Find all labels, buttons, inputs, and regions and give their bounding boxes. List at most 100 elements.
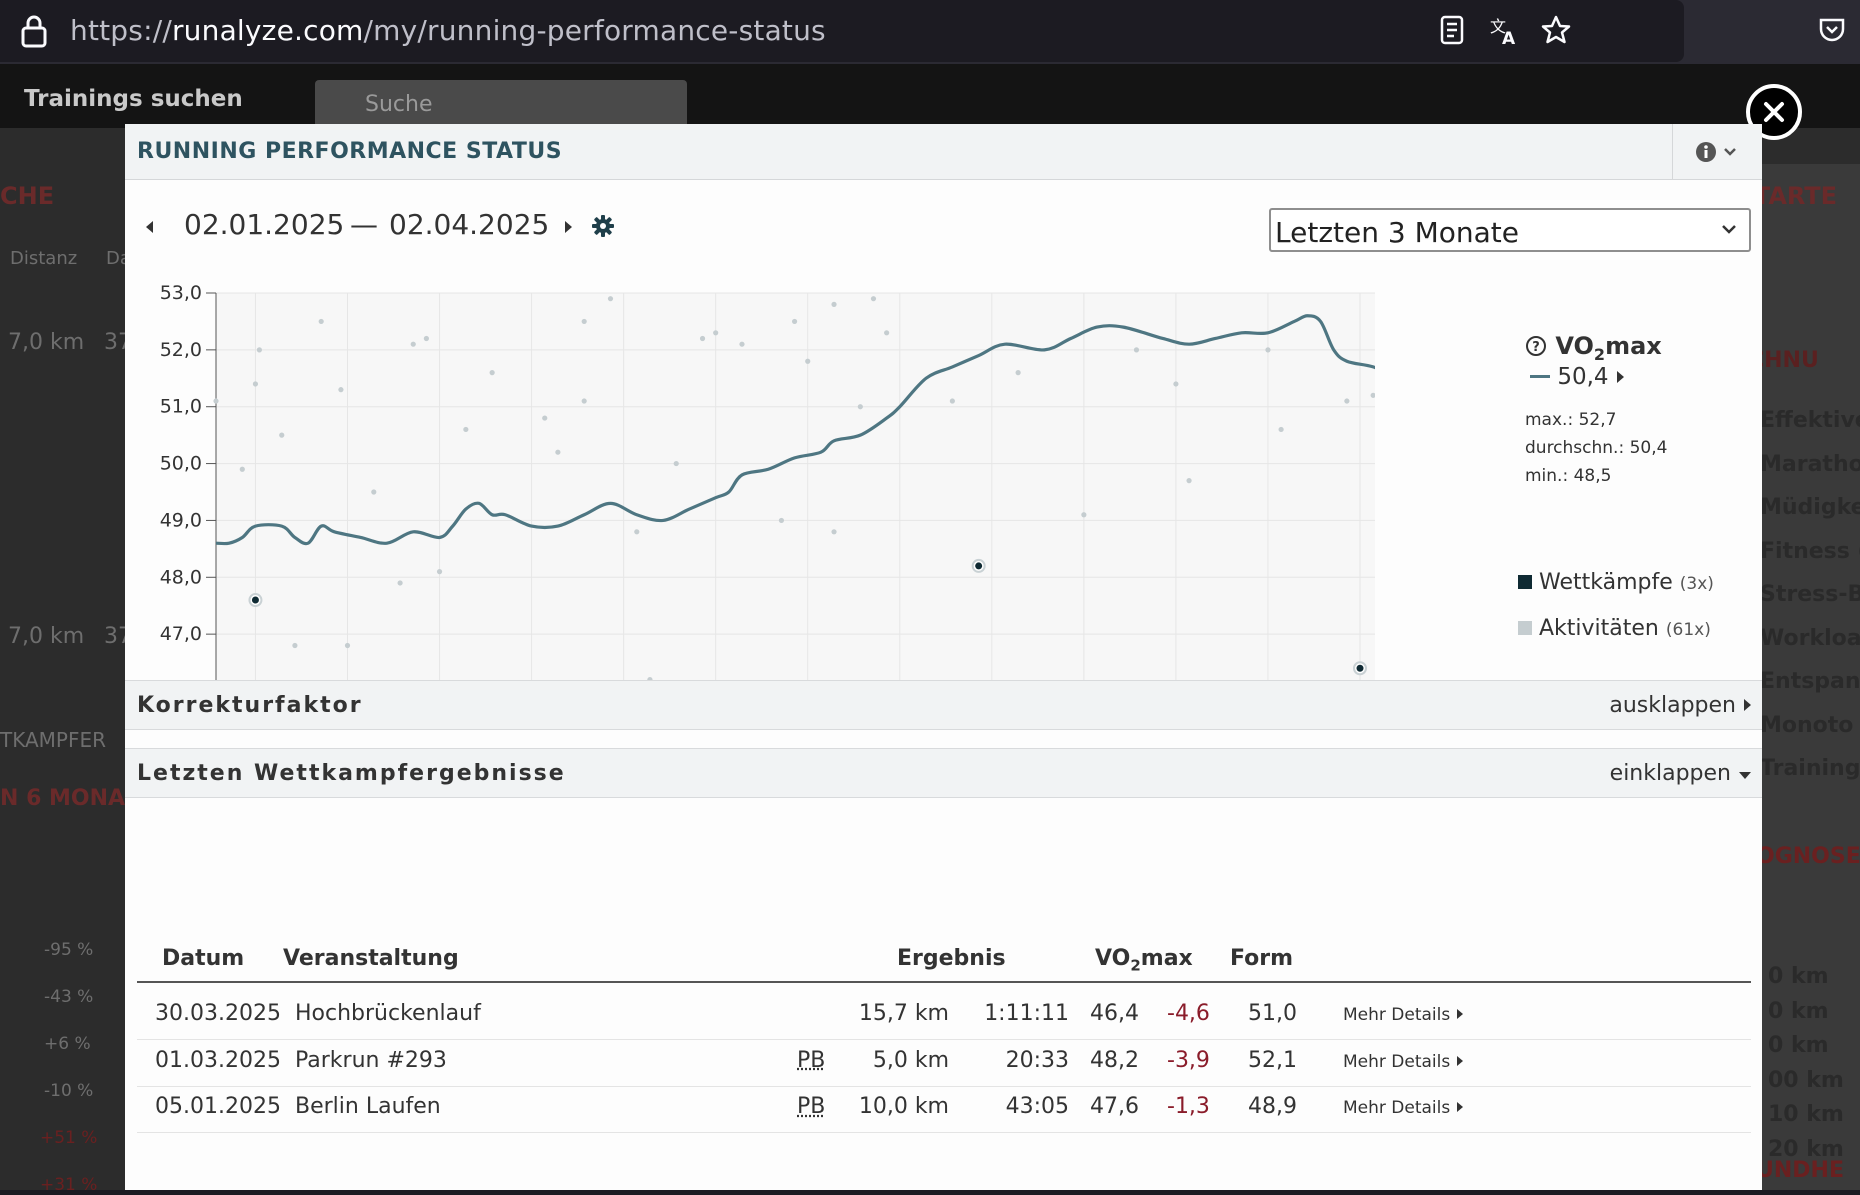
bg-right-km-item: 0 km (1768, 1033, 1829, 1058)
activity-point[interactable] (884, 330, 890, 336)
info-dropdown-button[interactable] (1672, 124, 1762, 179)
address-bar[interactable]: https://runalyze.com/my/running-performa… (0, 0, 1684, 62)
activity-point[interactable] (1133, 347, 1140, 353)
pocket-icon[interactable] (1816, 14, 1848, 46)
svg-text:?: ? (1532, 340, 1540, 355)
vo2max-chart[interactable]: 46,047,048,049,050,051,052,053,0Jan 05Ja… (145, 274, 1375, 754)
bookmark-star-icon[interactable] (1540, 14, 1572, 46)
help-icon[interactable]: ? (1525, 335, 1547, 357)
table-row[interactable]: 05.01.2025 Berlin Laufen PB 10,0 km 43:05 47,… (137, 1086, 1751, 1133)
bg-right-list-item: Maratho (1760, 451, 1860, 477)
url-text[interactable]: https://runalyze.com/my/running-performa… (70, 14, 826, 47)
settings-gear-icon[interactable] (591, 214, 615, 238)
more-details-link[interactable]: Mehr Details (1343, 1098, 1464, 1118)
lock-icon[interactable] (20, 14, 48, 48)
activity-point[interactable] (607, 296, 614, 302)
more-details-link[interactable]: Mehr Details (1343, 1052, 1464, 1072)
activity-point[interactable] (252, 381, 259, 387)
activity-point[interactable] (581, 398, 587, 404)
results-section[interactable]: Letzten Wettkampfergebnisse einklappen (125, 748, 1762, 798)
activity-point[interactable] (1015, 370, 1021, 376)
activity-point[interactable] (292, 642, 298, 649)
activity-point[interactable] (344, 642, 351, 649)
reader-view-icon[interactable] (1436, 14, 1468, 46)
activity-point[interactable] (542, 415, 548, 421)
row-vo2max-delta: -4,6 (1167, 1001, 1210, 1026)
activity-point[interactable] (463, 426, 469, 433)
activity-point[interactable] (805, 358, 811, 364)
row-event-link[interactable]: Parkrun #293 (295, 1047, 447, 1073)
activity-point[interactable] (489, 370, 495, 376)
activity-point[interactable] (256, 347, 262, 353)
activity-point[interactable] (949, 398, 955, 404)
activity-point[interactable] (831, 529, 837, 535)
activity-point[interactable] (699, 335, 706, 342)
activity-point[interactable] (1344, 398, 1350, 404)
activity-point[interactable] (791, 318, 798, 325)
legend-activities[interactable]: Aktivitäten (61x) (1518, 616, 1711, 641)
col-datum[interactable]: Datum (162, 946, 245, 971)
pb-badge: PB (797, 1047, 826, 1073)
translate-icon[interactable]: 文A (1488, 14, 1520, 46)
activity-point[interactable] (857, 404, 863, 410)
activity-point[interactable] (1186, 478, 1192, 484)
activity-point[interactable] (581, 318, 587, 325)
activity-point[interactable] (673, 460, 679, 467)
activity-point[interactable] (436, 569, 443, 575)
col-veranstaltung[interactable]: Veranstaltung (283, 946, 459, 971)
competition-point[interactable] (251, 596, 259, 604)
bg-right-list-item: Effektive (1760, 408, 1860, 433)
row-event-link[interactable]: Berlin Laufen (295, 1094, 441, 1119)
activity-point[interactable] (338, 387, 344, 393)
activity-point[interactable] (778, 517, 785, 524)
table-row[interactable]: 30.03.2025 Hochbrückenlauf 15,7 km 1:11:11 4… (137, 993, 1751, 1040)
row-event-link[interactable]: Hochbrückenlauf (295, 1001, 481, 1026)
previous-range-icon[interactable] (143, 219, 155, 235)
date-from[interactable]: 02.01.2025 (184, 208, 345, 241)
activity-point[interactable] (371, 489, 377, 495)
activity-point[interactable] (410, 341, 416, 347)
activity-point[interactable] (634, 529, 640, 535)
activity-point[interactable] (713, 330, 719, 336)
legend-current-value[interactable]: 50,4 (1530, 364, 1625, 390)
collapse-link[interactable]: einklappen (1610, 761, 1752, 786)
activity-point[interactable] (1370, 392, 1375, 398)
bg-right-list-item: Entspan (1760, 669, 1860, 694)
activity-point[interactable] (397, 580, 403, 586)
competition-point[interactable] (1356, 664, 1364, 672)
bg-right-km-item: 00 km (1768, 1067, 1844, 1093)
expand-link[interactable]: ausklappen (1609, 693, 1752, 718)
vo2max-line[interactable] (215, 314, 1375, 546)
activity-point[interactable] (555, 449, 561, 455)
activity-point[interactable] (423, 335, 429, 342)
table-row[interactable]: 01.03.2025 Parkrun #293 PB 5,0 km 20:33 48,2 -… (137, 1040, 1751, 1087)
bg-row1-dist: 7,0 km (8, 330, 85, 355)
bg-ognose: OGNOSE (1756, 844, 1860, 869)
col-form[interactable]: Form (1230, 946, 1294, 971)
col-ergebnis[interactable]: Ergebnis (897, 946, 1006, 971)
activity-point[interactable] (239, 466, 245, 472)
activity-point[interactable] (1265, 347, 1271, 353)
activity-point[interactable] (1173, 381, 1179, 387)
activity-point[interactable] (831, 301, 837, 307)
date-to[interactable]: 02.04.2025 (389, 208, 550, 241)
col-vo2max[interactable]: VO2max (1095, 946, 1193, 975)
caret-right-icon (1616, 371, 1624, 383)
activity-point[interactable] (1081, 512, 1087, 518)
y-tick-label: 52,0 (160, 339, 202, 361)
activity-point[interactable] (870, 296, 877, 302)
next-range-icon[interactable] (563, 219, 575, 235)
range-select[interactable]: Letzten 3 Monate (1269, 208, 1751, 252)
bg-right-list-item: Training (1760, 756, 1860, 781)
activity-point[interactable] (213, 398, 219, 404)
activity-point[interactable] (318, 318, 324, 325)
browser-toolbar: https://runalyze.com/my/running-performa… (0, 0, 1860, 64)
chevron-down-icon (1722, 225, 1736, 234)
activity-point[interactable] (739, 341, 745, 347)
more-details-link[interactable]: Mehr Details (1343, 1005, 1464, 1025)
korrekturfaktor-section[interactable]: Korrekturfaktor ausklappen (125, 680, 1762, 730)
activity-point[interactable] (279, 432, 285, 438)
competition-point[interactable] (975, 562, 983, 570)
legend-competitions[interactable]: Wettkämpfe (3x) (1518, 570, 1714, 595)
activity-point[interactable] (1278, 426, 1284, 433)
